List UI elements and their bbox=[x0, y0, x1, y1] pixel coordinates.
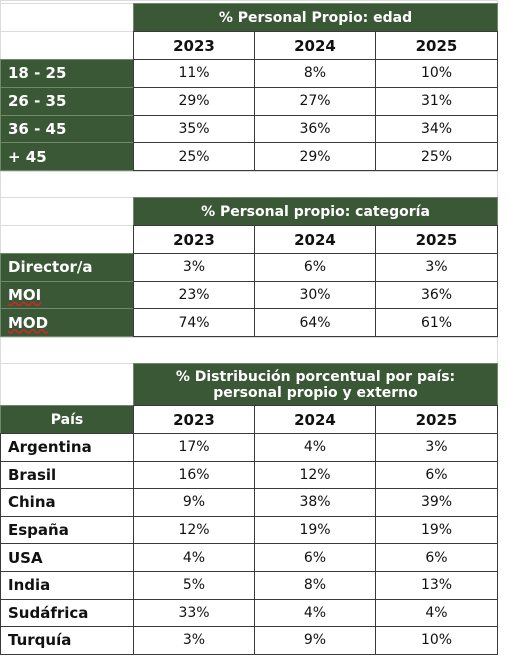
column-header: 2025 bbox=[375, 225, 498, 254]
value-cell: 12% bbox=[254, 460, 376, 490]
value-cell: 27% bbox=[254, 86, 376, 116]
row-label-text: MOI bbox=[8, 286, 42, 305]
corner-header: País bbox=[0, 405, 134, 434]
row-label: Director/a bbox=[0, 253, 134, 282]
value-cell: 4% bbox=[375, 598, 498, 628]
row-label: MOD bbox=[0, 308, 134, 338]
value-cell: 16% bbox=[133, 460, 255, 490]
row-label-text: 18 - 25 bbox=[8, 64, 67, 83]
empty-cell bbox=[0, 363, 134, 406]
row-label-text: 36 - 45 bbox=[8, 119, 67, 138]
value-cell: 3% bbox=[133, 626, 255, 655]
value-cell: 35% bbox=[133, 114, 255, 144]
empty-cell bbox=[0, 3, 134, 32]
value-cell: 4% bbox=[133, 543, 255, 572]
row-label: Argentina bbox=[0, 433, 134, 462]
empty-cell bbox=[0, 31, 134, 60]
row-label-text: España bbox=[8, 521, 69, 540]
value-cell: 4% bbox=[254, 433, 376, 462]
table-title: % Distribución porcentual por país: pers… bbox=[133, 363, 498, 406]
value-cell: 64% bbox=[254, 308, 376, 338]
column-header: 2024 bbox=[254, 225, 376, 254]
value-cell: 12% bbox=[133, 515, 255, 545]
value-cell: 9% bbox=[133, 488, 255, 517]
row-label: Turquía bbox=[0, 626, 134, 655]
row-label-text: Argentina bbox=[8, 438, 92, 457]
row-label-text: Director/a bbox=[8, 258, 93, 277]
value-cell: 61% bbox=[375, 308, 498, 338]
value-cell: 33% bbox=[133, 598, 255, 628]
value-cell: 25% bbox=[375, 142, 498, 171]
value-cell: 19% bbox=[375, 515, 498, 545]
value-cell: 3% bbox=[375, 433, 498, 462]
row-label-text: USA bbox=[8, 548, 43, 567]
empty-row bbox=[0, 337, 498, 364]
value-cell: 31% bbox=[375, 86, 498, 116]
row-label-text: 26 - 35 bbox=[8, 92, 67, 111]
value-cell: 36% bbox=[254, 114, 376, 144]
value-cell: 9% bbox=[254, 626, 376, 655]
value-cell: 17% bbox=[133, 433, 255, 462]
empty-cell bbox=[0, 225, 134, 254]
row-label: China bbox=[0, 488, 134, 517]
row-label: España bbox=[0, 515, 134, 545]
column-header: 2023 bbox=[133, 405, 255, 434]
value-cell: 10% bbox=[375, 626, 498, 655]
value-cell: 23% bbox=[133, 280, 255, 310]
value-cell: 6% bbox=[375, 460, 498, 490]
row-label-text: Brasil bbox=[8, 465, 57, 484]
row-label: India bbox=[0, 571, 134, 600]
table-title: % Personal Propio: edad bbox=[133, 3, 498, 32]
value-cell: 11% bbox=[133, 59, 255, 88]
value-cell: 8% bbox=[254, 571, 376, 600]
value-cell: 30% bbox=[254, 280, 376, 310]
empty-row bbox=[0, 171, 498, 198]
value-cell: 38% bbox=[254, 488, 376, 517]
value-cell: 34% bbox=[375, 114, 498, 144]
value-cell: 29% bbox=[133, 86, 255, 116]
row-label: MOI bbox=[0, 280, 134, 310]
value-cell: 39% bbox=[375, 488, 498, 517]
value-cell: 25% bbox=[133, 142, 255, 171]
value-cell: 6% bbox=[254, 253, 376, 282]
row-label: 26 - 35 bbox=[0, 86, 134, 116]
row-label: Sudáfrica bbox=[0, 598, 134, 628]
row-label-text: + 45 bbox=[8, 147, 47, 166]
value-cell: 36% bbox=[375, 280, 498, 310]
empty-cell bbox=[0, 197, 134, 226]
column-header: 2024 bbox=[254, 31, 376, 60]
row-label-text: China bbox=[8, 493, 56, 512]
row-label: 18 - 25 bbox=[0, 59, 134, 88]
value-cell: 4% bbox=[254, 598, 376, 628]
row-label: Brasil bbox=[0, 460, 134, 490]
row-label: USA bbox=[0, 543, 134, 572]
value-cell: 74% bbox=[133, 308, 255, 338]
row-label: + 45 bbox=[0, 142, 134, 171]
row-label: 36 - 45 bbox=[0, 114, 134, 144]
value-cell: 5% bbox=[133, 571, 255, 600]
value-cell: 29% bbox=[254, 142, 376, 171]
value-cell: 3% bbox=[375, 253, 498, 282]
table-title: % Personal propio: categoría bbox=[133, 197, 498, 226]
value-cell: 19% bbox=[254, 515, 376, 545]
column-header: 2023 bbox=[133, 31, 255, 60]
row-label-text: MOD bbox=[8, 313, 49, 332]
value-cell: 3% bbox=[133, 253, 255, 282]
value-cell: 8% bbox=[254, 59, 376, 88]
value-cell: 13% bbox=[375, 571, 498, 600]
column-header: 2025 bbox=[375, 31, 498, 60]
row-label-text: Turquía bbox=[8, 631, 72, 650]
row-label-text: Sudáfrica bbox=[8, 603, 89, 622]
column-header: 2025 bbox=[375, 405, 498, 434]
column-header: 2024 bbox=[254, 405, 376, 434]
value-cell: 6% bbox=[254, 543, 376, 572]
value-cell: 6% bbox=[375, 543, 498, 572]
column-header: 2023 bbox=[133, 225, 255, 254]
row-label-text: India bbox=[8, 576, 51, 595]
value-cell: 10% bbox=[375, 59, 498, 88]
